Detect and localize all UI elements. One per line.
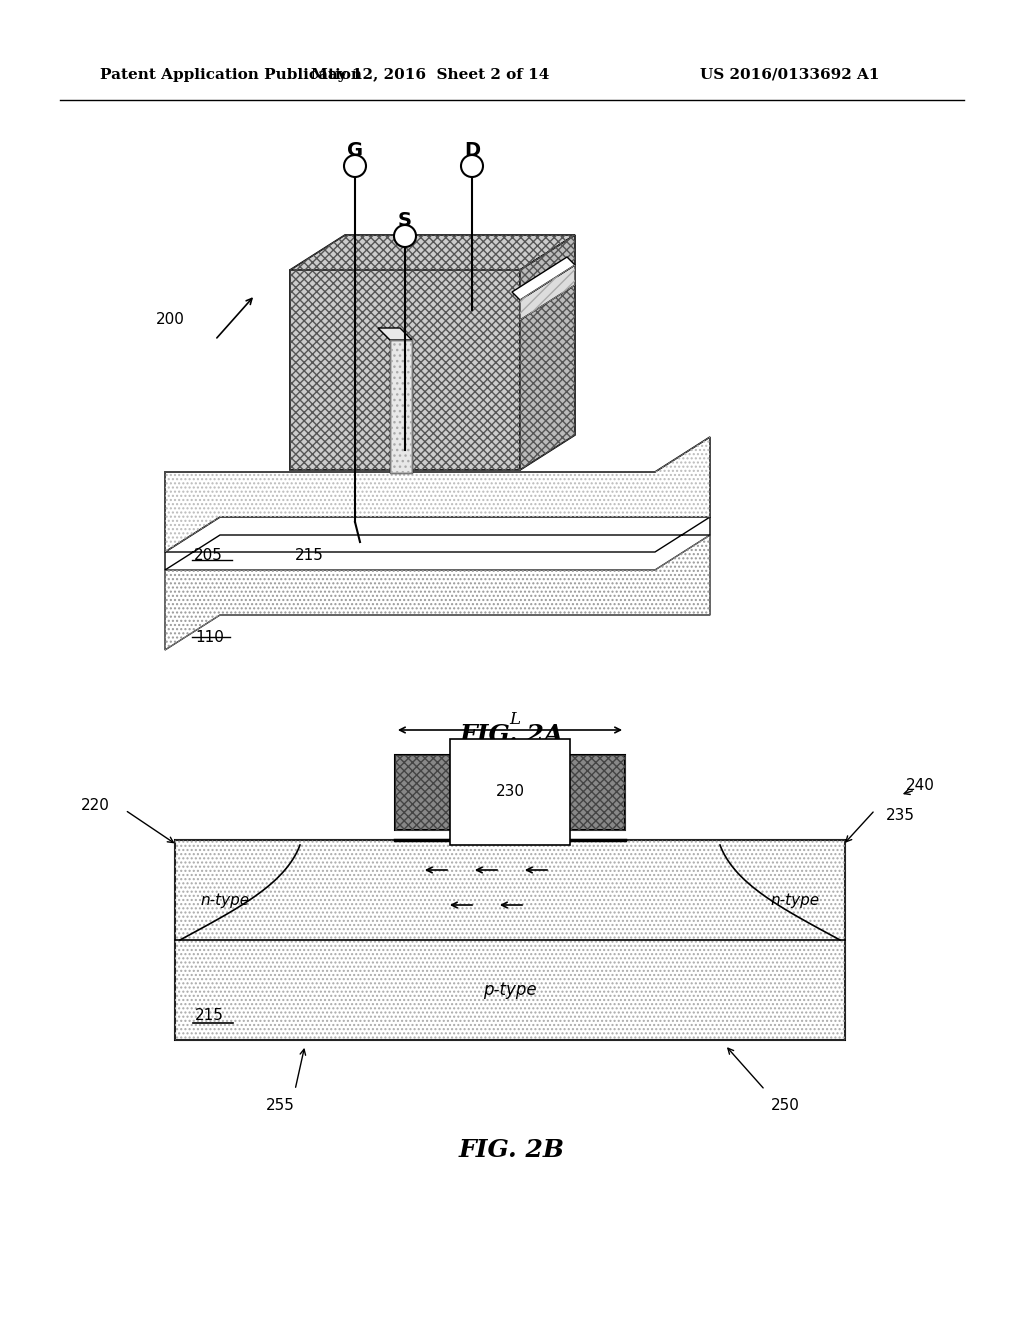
Text: 240: 240 [905, 777, 935, 792]
Text: 235: 235 [430, 487, 459, 503]
Text: Patent Application Publication: Patent Application Publication [100, 69, 362, 82]
Circle shape [394, 224, 416, 247]
Text: 215: 215 [295, 548, 324, 562]
Text: 215: 215 [195, 1007, 224, 1023]
Text: 220: 220 [278, 503, 306, 517]
Polygon shape [165, 535, 710, 649]
Bar [395, 755, 625, 830]
Text: 230: 230 [496, 784, 524, 800]
Circle shape [344, 154, 366, 177]
Text: n-type: n-type [770, 892, 819, 908]
Text: p-type: p-type [483, 981, 537, 999]
Text: 205: 205 [194, 548, 223, 562]
Text: 255: 255 [265, 1097, 295, 1113]
Circle shape [461, 154, 483, 177]
Polygon shape [512, 257, 575, 300]
Text: 220: 220 [81, 797, 110, 813]
Polygon shape [165, 517, 710, 570]
Text: D: D [464, 140, 480, 160]
Polygon shape [520, 265, 575, 319]
Text: 250: 250 [771, 1097, 800, 1113]
Polygon shape [290, 271, 520, 470]
Text: L: L [510, 711, 520, 729]
Bar [395, 755, 625, 830]
Polygon shape [390, 341, 412, 473]
Text: May 12, 2016  Sheet 2 of 14: May 12, 2016 Sheet 2 of 14 [311, 69, 549, 82]
Polygon shape [165, 437, 710, 552]
Text: 200: 200 [156, 313, 185, 327]
Polygon shape [378, 327, 412, 341]
Text: US 2016/0133692 A1: US 2016/0133692 A1 [700, 69, 880, 82]
Text: FIG. 2A: FIG. 2A [460, 723, 564, 747]
Text: n-type: n-type [201, 892, 250, 908]
Text: 240: 240 [502, 252, 530, 268]
Text: 110: 110 [195, 630, 224, 644]
Text: 230: 230 [540, 293, 569, 308]
Text: S: S [398, 210, 412, 230]
Polygon shape [175, 840, 845, 1040]
Text: 235: 235 [886, 808, 914, 822]
Polygon shape [290, 235, 575, 271]
Text: G: G [347, 140, 364, 160]
Text: FIG. 2B: FIG. 2B [459, 1138, 565, 1162]
Polygon shape [520, 235, 575, 470]
